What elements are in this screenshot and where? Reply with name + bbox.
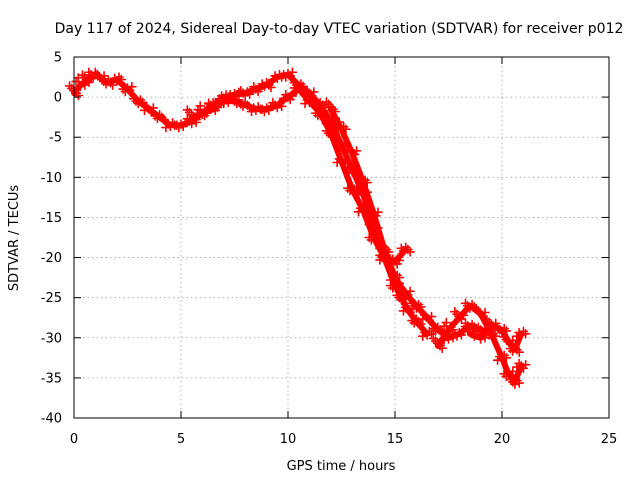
x-tick-label: 20 xyxy=(494,432,511,447)
data-point xyxy=(416,319,426,329)
series-band xyxy=(434,302,525,385)
series-track-d xyxy=(428,298,531,390)
y-tick-label: -25 xyxy=(41,291,62,306)
y-axis: 5 0 -5 -10 -15 -20 -25 -30 -35 -40 xyxy=(41,51,609,427)
data-point xyxy=(520,359,531,370)
x-tick-label: 0 xyxy=(70,432,78,447)
data-point xyxy=(441,317,452,328)
y-tick-label: 0 xyxy=(54,91,62,106)
x-tick-label: 5 xyxy=(177,432,185,447)
plot-frame xyxy=(73,56,610,419)
data-point xyxy=(405,286,415,297)
data-point xyxy=(266,82,276,93)
x-tick-label: 25 xyxy=(601,432,618,447)
x-axis: 0 5 10 15 20 25 xyxy=(70,57,617,447)
data-point xyxy=(341,124,351,134)
series-track-e xyxy=(460,314,531,358)
data-point xyxy=(508,366,518,377)
data-point xyxy=(426,311,437,322)
data-point xyxy=(383,247,394,257)
data-point xyxy=(458,310,469,321)
data-point xyxy=(416,302,426,312)
data-point xyxy=(159,114,169,125)
y-tick-label: -5 xyxy=(49,131,62,146)
data-point xyxy=(309,96,319,106)
data-point xyxy=(373,207,383,218)
series-track-b xyxy=(182,81,415,269)
data-point xyxy=(508,335,518,346)
data-series xyxy=(64,67,531,390)
data-point xyxy=(334,117,345,127)
chart-title: Day 117 of 2024, Sidereal Day-to-day VTE… xyxy=(55,21,624,37)
y-tick-label: -30 xyxy=(41,331,62,346)
data-point xyxy=(501,326,512,336)
data-point xyxy=(223,97,233,108)
y-tick-label: -15 xyxy=(41,211,62,226)
data-point xyxy=(298,86,308,97)
data-point xyxy=(341,155,351,165)
data-point xyxy=(362,177,373,188)
x-axis-label: GPS time / hours xyxy=(287,459,396,474)
data-point xyxy=(448,324,458,335)
data-point xyxy=(394,255,405,266)
data-point xyxy=(405,247,415,257)
data-point xyxy=(351,186,362,197)
data-point xyxy=(195,101,205,111)
data-point xyxy=(437,343,447,353)
data-point xyxy=(212,101,223,112)
data-point xyxy=(137,97,148,108)
data-point xyxy=(330,106,340,117)
y-tick-label: -40 xyxy=(41,412,62,427)
y-tick-label: -20 xyxy=(41,251,62,266)
data-point xyxy=(73,90,84,101)
data-point xyxy=(309,87,319,97)
data-point xyxy=(520,328,531,339)
data-point xyxy=(394,272,405,283)
data-point xyxy=(127,81,137,92)
y-axis-label: SDTVAR / TECUs xyxy=(7,185,22,292)
data-point xyxy=(202,108,212,118)
series-band xyxy=(71,71,431,337)
data-point xyxy=(480,307,490,318)
data-point xyxy=(490,331,501,341)
data-point xyxy=(148,103,159,113)
data-point xyxy=(501,353,512,363)
x-tick-label: 10 xyxy=(280,432,297,447)
data-point xyxy=(319,105,330,116)
data-point xyxy=(330,129,340,140)
y-tick-label: -35 xyxy=(41,371,62,386)
data-point xyxy=(116,74,126,85)
x-tick-label: 15 xyxy=(387,432,404,447)
data-point xyxy=(480,332,490,343)
data-point xyxy=(287,91,298,101)
data-point xyxy=(287,67,298,78)
y-tick-label: -10 xyxy=(41,171,62,186)
data-point xyxy=(514,378,525,388)
data-point xyxy=(191,114,201,125)
data-point xyxy=(276,101,287,112)
data-point xyxy=(514,347,525,358)
data-point xyxy=(351,146,362,156)
data-point xyxy=(473,325,484,336)
y-tick-label: 5 xyxy=(54,51,62,66)
